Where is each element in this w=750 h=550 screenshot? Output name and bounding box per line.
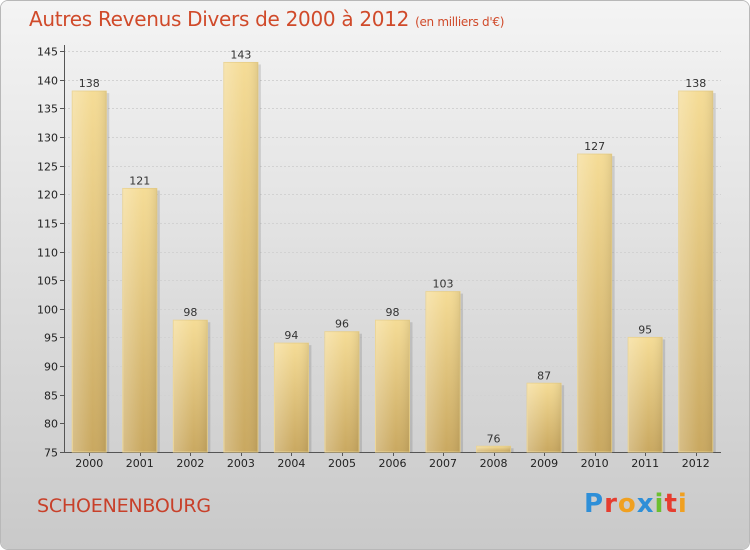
x-tick-label: 2010 — [581, 457, 609, 470]
bar-value-label: 121 — [129, 174, 150, 187]
y-tick-label: 115 — [37, 218, 58, 231]
x-tick-label: 2002 — [176, 457, 204, 470]
y-tick-label: 100 — [37, 304, 58, 317]
bar-value-label: 127 — [584, 140, 605, 153]
y-tick-label: 125 — [37, 161, 58, 174]
y-tick-label: 145 — [37, 46, 58, 59]
x-tick-label: 2005 — [328, 457, 356, 470]
bar-highlight — [72, 91, 107, 452]
proxiti-logo: Proxiti — [584, 489, 688, 519]
logo-letter: o — [617, 489, 637, 519]
x-tick-label: 2001 — [126, 457, 154, 470]
bar-value-label: 76 — [487, 432, 501, 445]
logo-letter: r — [604, 489, 618, 519]
bar-value-label: 98 — [183, 306, 197, 319]
bar-highlight — [122, 188, 157, 452]
x-tick-label: 2009 — [530, 457, 558, 470]
bar-value-label: 96 — [335, 318, 349, 331]
y-tick-label: 85 — [44, 390, 58, 403]
y-tick-label: 140 — [37, 75, 58, 88]
logo-letter: i — [654, 489, 665, 519]
bars — [71, 61, 716, 453]
x-tick-label: 2007 — [429, 457, 457, 470]
bar-value-label: 143 — [230, 48, 251, 61]
y-tick-label: 130 — [37, 132, 58, 145]
logo-letter: P — [584, 489, 605, 519]
logo-letter: x — [636, 489, 655, 519]
bar-highlight — [173, 320, 208, 452]
x-tick-label: 2000 — [75, 457, 103, 470]
bar-value-label: 103 — [433, 278, 454, 291]
bar-highlight — [426, 291, 461, 452]
chart-title: Autres Revenus Divers de 2000 à 2012 (en … — [29, 7, 504, 31]
bar-highlight — [628, 337, 663, 452]
x-tick-label: 2011 — [631, 457, 659, 470]
y-tick-label: 95 — [44, 332, 58, 345]
bar-value-label: 138 — [79, 77, 100, 90]
x-tick-label: 2003 — [227, 457, 255, 470]
y-tick-label: 75 — [44, 447, 58, 460]
logo-letter: i — [677, 489, 688, 519]
y-tick-label: 135 — [37, 103, 58, 116]
y-tick-label: 90 — [44, 361, 58, 374]
logo-letter: t — [664, 489, 678, 519]
chart-subtitle: (en milliers d'€) — [415, 15, 505, 29]
bar-highlight — [678, 91, 713, 452]
bar-highlight — [274, 343, 309, 452]
chart-title-text: Autres Revenus Divers de 2000 à 2012 — [29, 7, 410, 31]
bar-highlight — [223, 62, 258, 452]
bar-value-label: 98 — [386, 306, 400, 319]
bar-highlight — [375, 320, 410, 452]
bar-highlight — [324, 331, 359, 452]
labels: 75 80 85 90 95 100 105 110 115 120 125 130 135 140 145… — [37, 46, 710, 471]
x-tick-label: 2004 — [277, 457, 305, 470]
bar-highlight — [527, 383, 562, 452]
y-tick-label: 105 — [37, 275, 58, 288]
y-tick-label: 110 — [37, 247, 58, 260]
bar-value-label: 94 — [284, 329, 298, 342]
y-tick-label: 120 — [37, 189, 58, 202]
x-tick-label: 2012 — [682, 457, 710, 470]
x-tick-label: 2008 — [480, 457, 508, 470]
bar-value-label: 138 — [685, 77, 706, 90]
x-tick-label: 2006 — [379, 457, 407, 470]
bar-highlight — [476, 446, 511, 452]
bar-value-label: 95 — [638, 323, 652, 336]
y-tick-label: 80 — [44, 418, 58, 431]
bar-highlight — [577, 154, 612, 452]
bar-value-label: 87 — [537, 369, 551, 382]
commune-name: SCHOENENBOURG — [37, 495, 211, 517]
